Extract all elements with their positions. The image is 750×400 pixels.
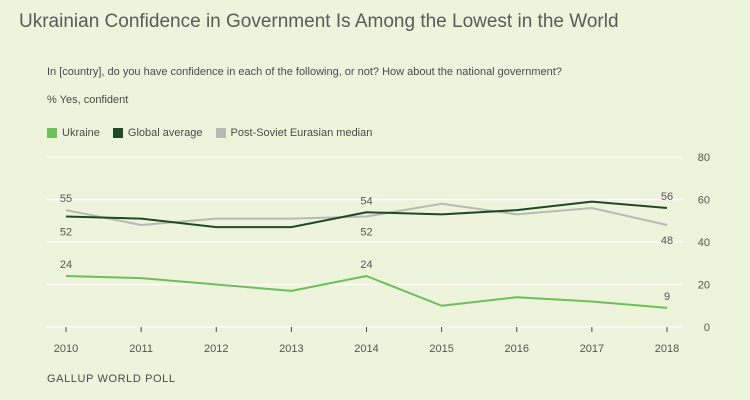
x-tick-label-2015: 2015 <box>429 343 453 355</box>
data-label-global-average-2014: 54 <box>360 195 372 207</box>
x-tick-label-2012: 2012 <box>204 343 228 355</box>
legend-label-global-average: Global average <box>127 127 203 139</box>
data-label-global-average-2010: 52 <box>60 227 72 239</box>
x-tick-label-2016: 2016 <box>505 343 529 355</box>
series-line-global-average <box>65 200 668 229</box>
legend-swatch-post-soviet-median <box>215 128 226 138</box>
x-tick-label-2013: 2013 <box>279 343 303 355</box>
chart-subtitle: In [country], do you have confidence in … <box>47 66 562 78</box>
series-line-post-soviet-eurasian-median <box>65 202 668 226</box>
y-tick-label-0: 0 <box>704 322 710 334</box>
legend-item-post-soviet-median: Post-Soviet Eurasian median <box>215 127 373 139</box>
data-label-ukraine-2010: 24 <box>60 259 72 271</box>
x-tick-label-2017: 2017 <box>580 343 604 355</box>
legend-swatch-global-average <box>112 128 123 138</box>
data-label-ukraine-2018: 9 <box>664 291 670 303</box>
y-tick-label-80: 80 <box>698 152 710 164</box>
chart-title: Ukrainian Confidence in Government Is Am… <box>19 11 619 32</box>
x-tick-label-2018: 2018 <box>655 343 679 355</box>
legend-label-post-soviet-median: Post-Soviet Eurasian median <box>230 127 373 139</box>
data-label-post-soviet-eurasian-median-2018: 48 <box>661 235 673 247</box>
legend: Ukraine Global average Post-Soviet Euras… <box>47 127 385 139</box>
y-tick-label-60: 60 <box>698 195 710 207</box>
y-tick-label-20: 20 <box>698 280 710 292</box>
legend-item-ukraine: Ukraine <box>47 127 100 139</box>
y-tick-label-40: 40 <box>698 237 710 249</box>
x-tick-label-2011: 2011 <box>129 343 153 355</box>
legend-label-ukraine: Ukraine <box>62 127 100 139</box>
data-label-post-soviet-eurasian-median-2010: 55 <box>60 193 72 205</box>
x-tick-label-2010: 2010 <box>54 343 78 355</box>
data-label-ukraine-2014: 24 <box>360 259 372 271</box>
source-label: GALLUP WORLD POLL <box>47 373 176 385</box>
series-line-ukraine <box>65 275 668 309</box>
unit-label: % Yes, confident <box>47 94 129 106</box>
data-label-post-soviet-eurasian-median-2014: 52 <box>360 227 372 239</box>
legend-swatch-ukraine <box>47 128 57 138</box>
x-tick-label-2014: 2014 <box>354 343 378 355</box>
data-label-global-average-2018: 56 <box>661 191 673 203</box>
legend-item-global-average: Global average <box>112 127 203 139</box>
